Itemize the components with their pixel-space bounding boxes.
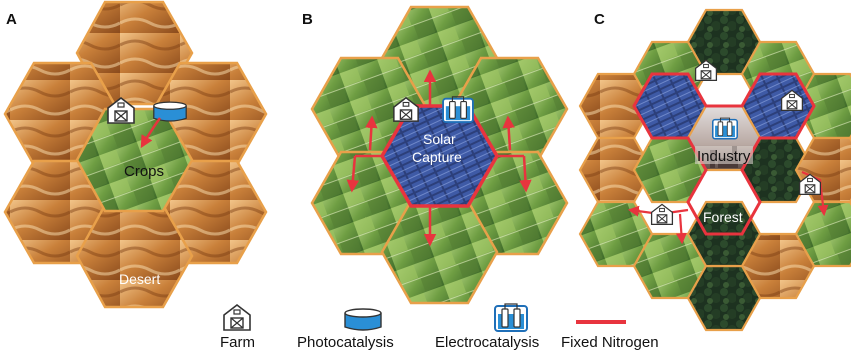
- crops-label: Crops: [124, 163, 164, 180]
- fixed-nitrogen-arrow: [346, 155, 360, 193]
- forest-label: Forest: [703, 209, 743, 225]
- legend-farm-icon: [223, 304, 251, 331]
- legend: [223, 303, 626, 332]
- panel-a-hex-grid: [3, 0, 268, 309]
- fixed-nitrogen-outline: [632, 72, 816, 236]
- fixed-nitrogen-arrow: [502, 115, 515, 151]
- panel-b: B Solar Capture: [302, 5, 569, 305]
- legend-photocatalysis-label: Photocatalysis: [297, 334, 394, 351]
- panel-b-letter: B: [302, 11, 313, 28]
- legend-electrocatalysis-label: Electrocatalysis: [435, 334, 540, 351]
- fixed-nitrogen-arrow: [365, 115, 378, 151]
- electrocatalysis-icon: [442, 95, 474, 123]
- panel-a-letter: A: [6, 11, 17, 28]
- panel-a: A Crops Desert: [3, 0, 268, 309]
- legend-photocatalysis-icon: [344, 308, 382, 331]
- panel-c: C: [578, 8, 851, 332]
- legend-fixed-nitrogen-label: Fixed Nitrogen: [561, 334, 659, 351]
- solar-label-line2: Capture: [412, 149, 462, 165]
- fixed-nitrogen-arrow: [675, 213, 687, 245]
- solar-label-line1: Solar: [423, 131, 456, 147]
- fixed-nitrogen-arrow: [140, 117, 162, 149]
- legend-farm-label: Farm: [220, 334, 255, 351]
- desert-label: Desert: [119, 271, 160, 287]
- farm-icon: [650, 203, 674, 226]
- panel-b-nitrogen-arrows: [346, 69, 532, 247]
- fixed-nitrogen-arrow: [519, 155, 532, 193]
- panel-c-hex-grid: [578, 8, 851, 332]
- legend-electrocatalysis-icon: [494, 303, 528, 332]
- fixed-nitrogen-arrow: [801, 170, 829, 217]
- panel-c-letter: C: [594, 11, 605, 28]
- industry-label: Industry: [697, 148, 751, 165]
- industry-label-backdrop: [695, 146, 753, 164]
- electrocatalysis-icon: [712, 117, 738, 140]
